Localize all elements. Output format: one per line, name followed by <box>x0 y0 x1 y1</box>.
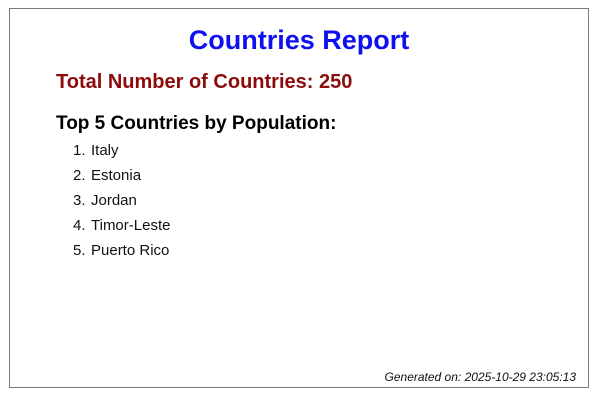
list-item-rank: 2. <box>73 167 86 184</box>
list-item-country: Estonia <box>91 167 142 184</box>
total-countries-label: Total Number of Countries: 250 <box>56 71 353 93</box>
top-countries-heading: Top 5 Countries by Population: <box>56 113 337 134</box>
list-item: 5. Puerto Rico <box>73 241 170 266</box>
list-item: 1. Italy <box>73 141 170 166</box>
report-panel: Countries Report Total Number of Countri… <box>9 8 589 388</box>
generated-timestamp: Generated on: 2025-10-29 23:05:13 <box>384 370 576 384</box>
list-item-rank: 1. <box>73 142 86 159</box>
list-item-country: Jordan <box>91 192 137 209</box>
list-item-country: Puerto Rico <box>91 242 170 259</box>
list-item: 3. Jordan <box>73 191 170 216</box>
list-item: 2. Estonia <box>73 166 170 191</box>
list-item-rank: 4. <box>73 217 86 234</box>
list-item-country: Timor-Leste <box>91 217 171 234</box>
list-item: 4. Timor-Leste <box>73 216 170 241</box>
list-item-rank: 5. <box>73 242 86 259</box>
list-item-country: Italy <box>91 142 119 159</box>
list-item-rank: 3. <box>73 192 86 209</box>
report-title: Countries Report <box>188 25 410 55</box>
top-countries-list: 1. Italy 2. Estonia 3. Jordan 4. Timor-Leste… <box>73 141 170 266</box>
